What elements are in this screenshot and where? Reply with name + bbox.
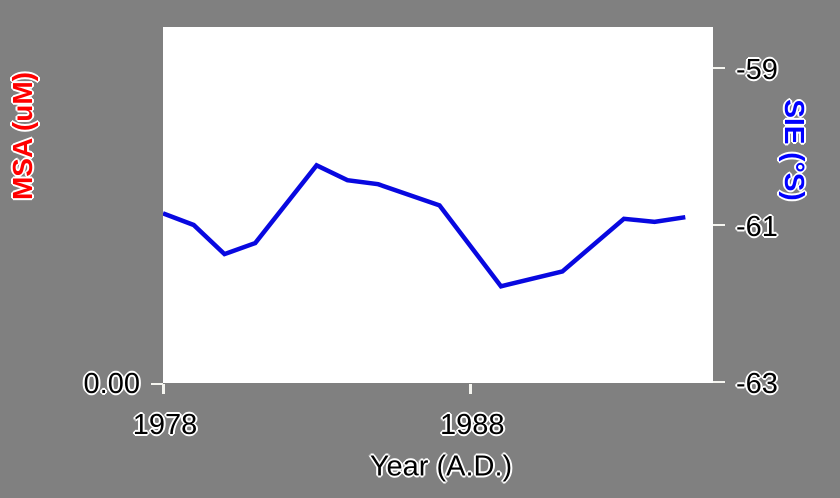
plot-area [163, 27, 713, 383]
right-tick-label: -63 [736, 368, 778, 401]
left-axis-title: MSA (uM) [7, 71, 38, 201]
left-tick-mark [151, 382, 163, 385]
x-tick-label: 1978 [132, 409, 198, 441]
right-tick-label: -61 [736, 211, 778, 244]
x-axis-title: Year (A.D.) [369, 450, 513, 483]
right-tick-mark [713, 66, 725, 70]
x-tick-label: 1988 [439, 409, 505, 441]
right-tick-mark [713, 380, 725, 384]
right-axis-title: SIE (°S) [779, 99, 810, 201]
sie-line-chart [163, 162, 686, 289]
x-tick-mark [162, 384, 165, 394]
sie-line-series [163, 162, 686, 289]
right-tick-mark [713, 223, 725, 227]
x-tick-mark [469, 384, 472, 394]
left-axis-tick-label: 0.00 [83, 368, 140, 400]
right-tick-label: -59 [736, 53, 778, 86]
